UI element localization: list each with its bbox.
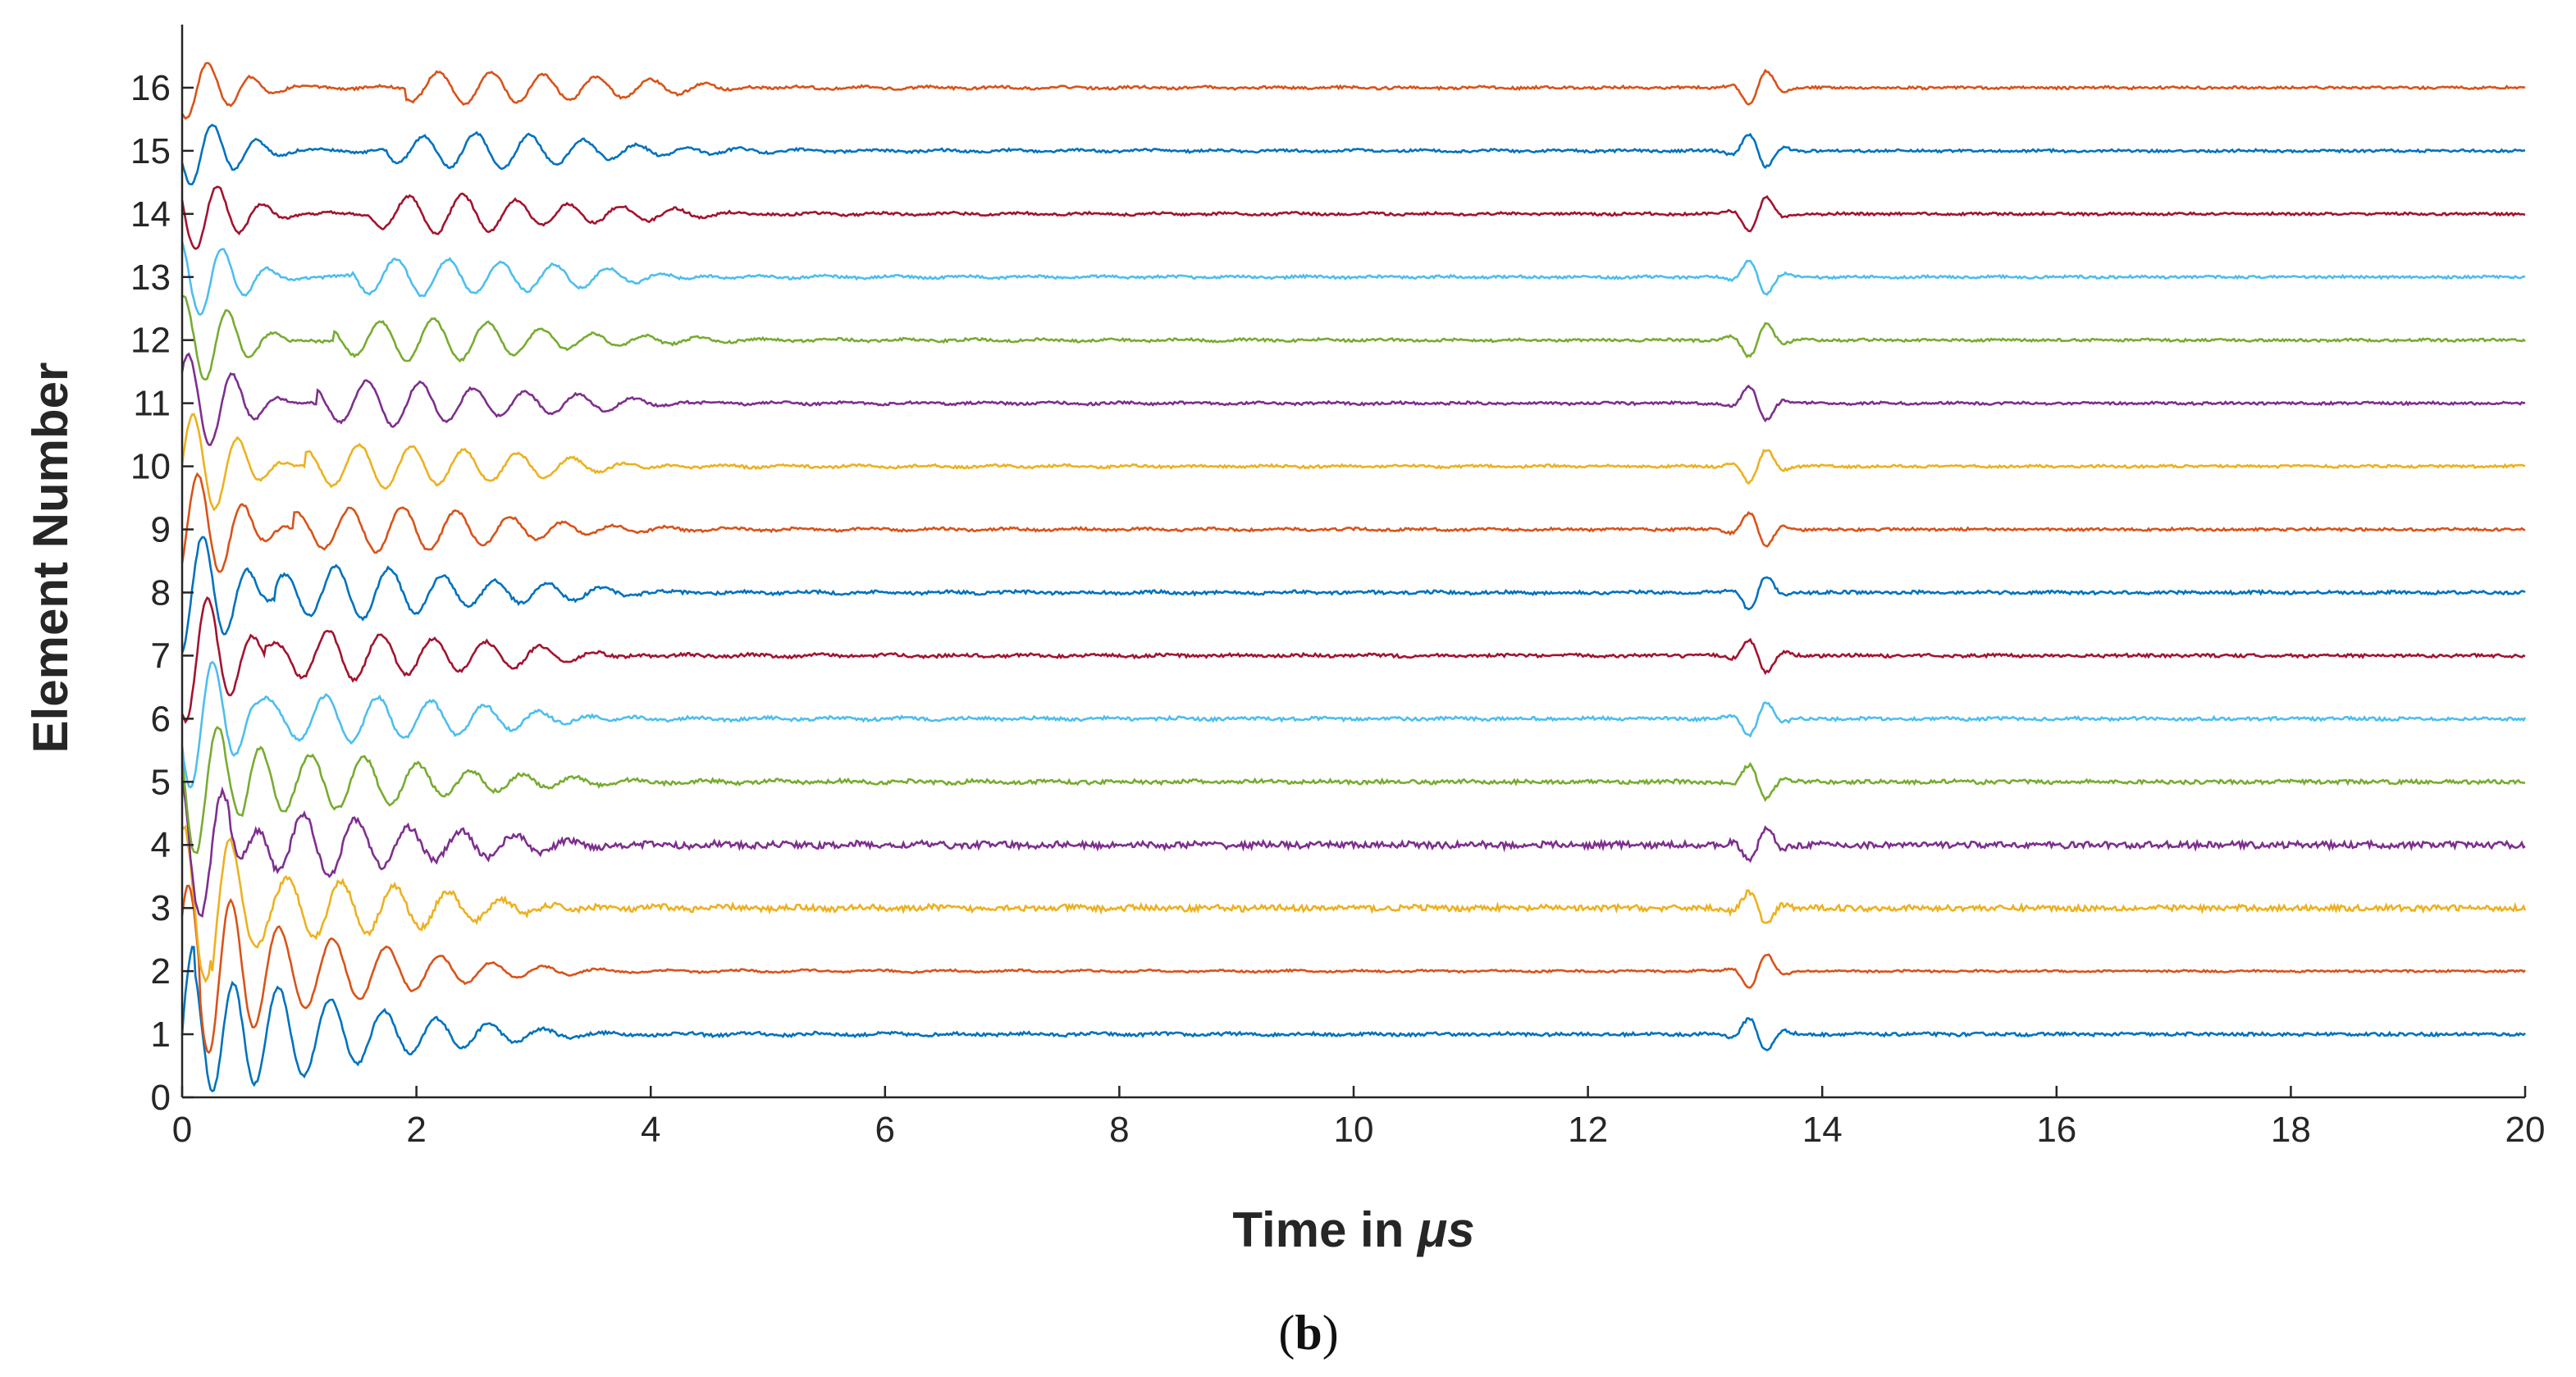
trace-element-9 bbox=[180, 472, 2526, 573]
y-tick-label: 2 bbox=[151, 951, 171, 992]
trace-element-11 bbox=[180, 352, 2526, 446]
trace-element-3 bbox=[180, 824, 2527, 983]
trace-element-4 bbox=[180, 777, 2526, 918]
y-tick-label: 14 bbox=[130, 194, 171, 235]
trace-element-5 bbox=[180, 726, 2526, 855]
trace-element-1 bbox=[180, 946, 2526, 1092]
y-tick-label: 12 bbox=[130, 321, 171, 361]
trace-element-7 bbox=[180, 596, 2526, 724]
trace-element-13 bbox=[180, 241, 2526, 316]
trace-element-10 bbox=[180, 413, 2526, 512]
y-axis-label: Element Number bbox=[23, 362, 78, 754]
panel-letter: b bbox=[1295, 1306, 1322, 1360]
y-tick-label: 5 bbox=[151, 762, 171, 802]
x-tick-label: 2 bbox=[406, 1110, 426, 1150]
x-axis-label-prefix: Time in bbox=[1232, 1202, 1418, 1257]
y-tick-label: 13 bbox=[130, 258, 171, 298]
y-tick-label: 0 bbox=[151, 1078, 171, 1118]
plot-area bbox=[182, 25, 2525, 1097]
tick-labels: 0 2 4 6 8 10 12 14 16 18 2001234567891011121314151… bbox=[130, 68, 2545, 1150]
y-tick-label: 9 bbox=[151, 510, 171, 550]
x-tick-label: 18 bbox=[2271, 1110, 2311, 1150]
trace-element-14 bbox=[180, 185, 2526, 250]
y-tick-label: 11 bbox=[133, 384, 171, 424]
axes bbox=[180, 25, 2527, 1099]
y-tick-label: 15 bbox=[130, 131, 171, 171]
y-tick-label: 3 bbox=[151, 888, 171, 928]
y-tick-label: 8 bbox=[151, 572, 171, 613]
x-tick-label: 4 bbox=[641, 1110, 660, 1150]
y-tick-label: 10 bbox=[130, 447, 171, 487]
plot-background bbox=[182, 25, 2525, 1097]
trace-element-8 bbox=[180, 536, 2526, 654]
y-tick-label: 7 bbox=[151, 636, 171, 676]
x-tick-label: 16 bbox=[2036, 1110, 2076, 1150]
x-tick-label: 0 bbox=[172, 1110, 192, 1150]
panel-label: (b) bbox=[1278, 1306, 1338, 1360]
y-tick-label: 16 bbox=[130, 68, 171, 108]
trace-element-15 bbox=[180, 123, 2526, 186]
x-tick-label: 14 bbox=[1802, 1110, 1843, 1150]
y-tick-label: 6 bbox=[151, 699, 171, 739]
traces bbox=[180, 62, 2527, 1092]
x-axis-label: Time in μs bbox=[1232, 1202, 1474, 1257]
x-tick-label: 12 bbox=[1568, 1110, 1608, 1150]
trace-element-2 bbox=[180, 884, 2526, 1055]
trace-element-16 bbox=[180, 62, 2526, 121]
x-tick-label: 10 bbox=[1334, 1110, 1374, 1150]
y-tick-label: 1 bbox=[151, 1015, 171, 1055]
trace-element-12 bbox=[181, 294, 2526, 381]
y-tick-label: 4 bbox=[151, 825, 171, 865]
x-axis-label-unit: μs bbox=[1416, 1202, 1475, 1257]
x-tick-label: 20 bbox=[2505, 1110, 2546, 1150]
trace-element-6 bbox=[180, 660, 2527, 789]
x-tick-label: 6 bbox=[875, 1110, 895, 1150]
x-tick-label: 8 bbox=[1109, 1110, 1129, 1150]
